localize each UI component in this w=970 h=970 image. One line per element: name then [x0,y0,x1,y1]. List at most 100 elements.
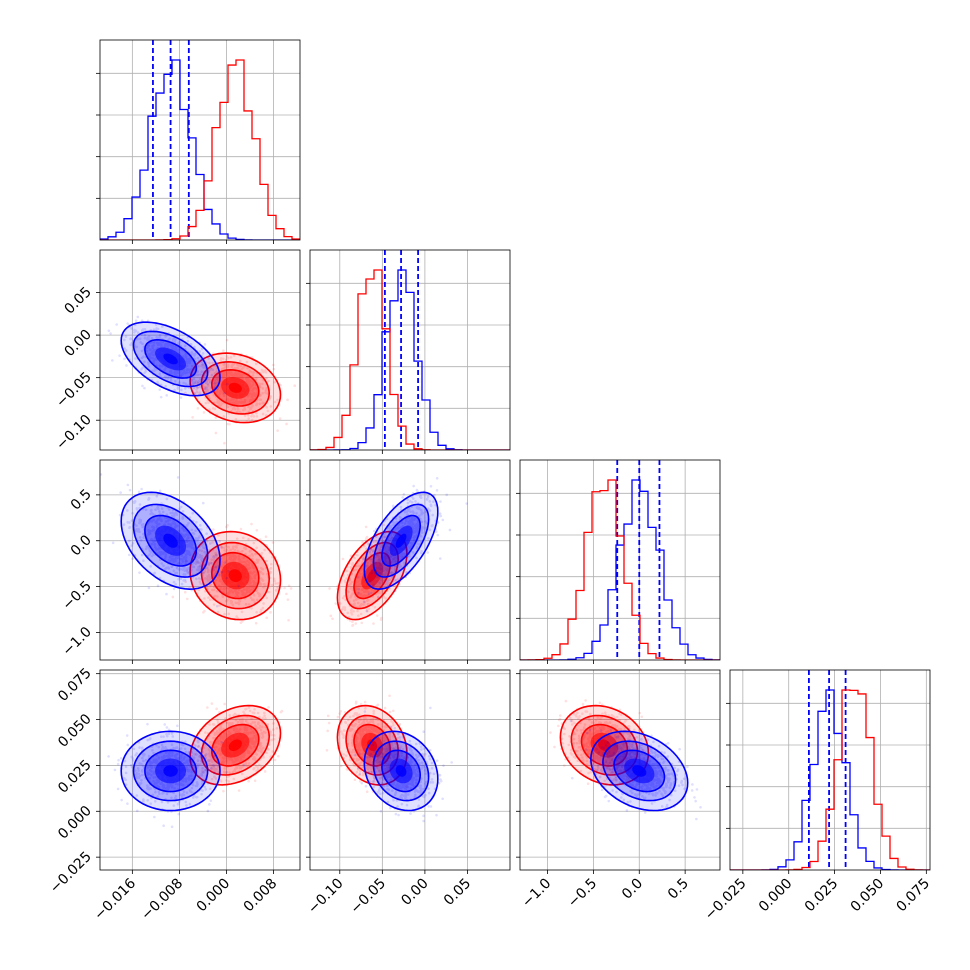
scatter-point [173,558,177,561]
scatter-point [177,529,181,533]
scatter-point [251,598,254,602]
scatter-point [128,526,131,530]
scatter-point [220,570,224,574]
panel-content [310,250,510,450]
scatter-point [265,616,268,620]
scatter-point [198,391,201,395]
scatter-point [234,601,238,605]
scatter-point [276,582,280,585]
scatter-point [194,379,198,383]
scatter-point [183,578,187,582]
scatter-point [191,546,194,550]
scatter-point [208,368,211,372]
scatter-point [236,372,240,376]
scatter-point [245,587,249,590]
scatter-point [203,609,206,613]
scatter-point [175,556,179,560]
scatter-point [438,557,442,560]
scatter-point [247,537,250,541]
scatter-point [163,523,167,526]
scatter-point [129,337,132,340]
scatter-point [261,401,265,405]
scatter-point [224,561,228,564]
scatter-point [253,779,257,783]
scatter-point [257,592,261,596]
scatter-point [208,381,212,384]
scatter-point [448,528,452,532]
scatter-point [165,497,169,501]
scatter-point [185,540,188,543]
scatter-point [233,402,237,406]
scatter-point [253,576,257,580]
scatter-point [192,367,196,371]
scatter-point [367,592,371,596]
scatter-point [223,548,226,552]
scatter-point [178,507,182,510]
scatter-point [152,540,155,544]
scatter-point [259,570,263,574]
scatter-point [130,341,134,345]
scatter-point [156,380,159,384]
scatter-point [194,529,197,532]
scatter-point [191,390,195,393]
scatter-point [246,380,250,384]
scatter-point [244,547,248,551]
scatter-point [208,803,211,806]
scatter-point [187,539,191,543]
scatter-point [190,364,194,368]
scatter-point [207,562,211,565]
scatter-point [237,557,241,561]
scatter-point [244,592,247,596]
scatter-point [195,577,198,581]
scatter-point [147,529,150,532]
scatter-point [249,548,253,552]
scatter-point [165,566,168,570]
scatter-point [380,616,383,620]
scatter-point [264,371,268,374]
scatter-point [146,337,150,341]
scatter-point [187,543,191,546]
scatter-point [207,395,211,398]
scatter-point [145,338,149,341]
scatter-point [435,488,439,492]
scatter-point [227,400,231,404]
contour-line [189,530,282,621]
scatter-point [163,723,167,726]
scatter-point [150,337,154,340]
scatter-point [163,368,166,371]
scatter-point [214,565,217,569]
scatter-point [207,563,211,567]
scatter-point [175,556,178,560]
scatter-point [163,343,167,347]
scatter-point [255,546,258,550]
scatter-point [189,545,193,549]
scatter-point [185,357,189,361]
scatter-point [287,618,290,622]
scatter-point [240,589,244,593]
scatter-point [173,369,177,373]
scatter-point [147,345,150,348]
scatter-point [209,561,213,564]
scatter-point [363,544,366,548]
scatter-point [258,593,262,596]
scatter-point [232,374,236,377]
scatter-point [222,391,226,395]
scatter-point [358,577,362,581]
scatter-point [248,566,252,570]
scatter-point [238,410,241,414]
scatter-point [151,512,155,516]
scatter-point [212,573,215,577]
scatter-point [245,587,249,591]
scatter-point [359,612,363,616]
scatter-point [235,366,239,370]
scatter-point [255,402,259,406]
scatter-point [134,345,137,348]
scatter-point [164,343,167,347]
scatter-point [267,379,270,383]
scatter-panel-2-0 [99,459,301,661]
scatter-point [190,528,194,532]
scatter-point [264,369,267,372]
scatter-point [248,400,252,403]
scatter-point [251,584,255,588]
scatter-point [190,563,194,566]
